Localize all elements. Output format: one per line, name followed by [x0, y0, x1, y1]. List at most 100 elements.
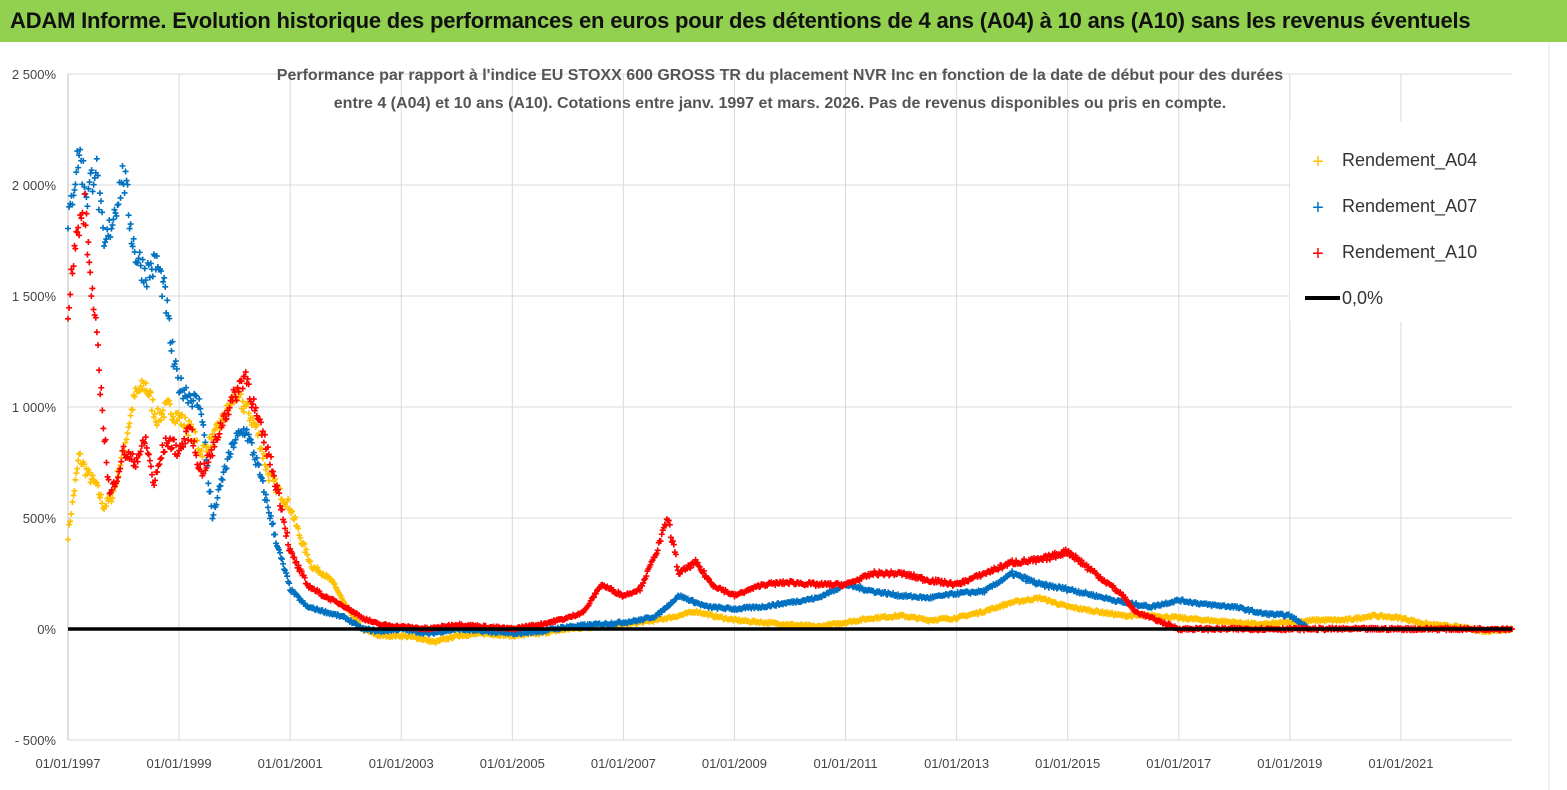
data-point: [181, 422, 188, 429]
y-tick-label: 0%: [37, 622, 56, 637]
data-point: [138, 442, 145, 449]
x-tick-label: 01/01/2005: [480, 756, 545, 771]
data-point: [113, 478, 120, 485]
data-point: [101, 243, 108, 250]
data-point: [251, 407, 258, 414]
data-point: [146, 457, 153, 464]
data-point: [239, 398, 246, 405]
data-point: [190, 442, 197, 449]
data-point: [143, 444, 150, 451]
data-point: [279, 506, 286, 513]
data-point: [670, 541, 677, 548]
data-point: [111, 483, 118, 490]
data-point: [212, 425, 219, 432]
data-point: [301, 574, 308, 581]
data-point: [127, 412, 134, 419]
data-point: [256, 416, 263, 423]
data-point: [686, 564, 693, 571]
data-point: [98, 384, 105, 391]
data-point: [637, 587, 644, 594]
data-point: [186, 418, 193, 425]
data-point: [123, 177, 130, 184]
data-point: [253, 422, 260, 429]
data-point: [201, 431, 208, 438]
x-tick-label: 01/01/2007: [591, 756, 656, 771]
data-point: [129, 243, 136, 250]
data-point: [216, 430, 223, 437]
data-point: [120, 443, 127, 450]
data-point: [192, 428, 199, 435]
data-point: [73, 169, 80, 176]
data-point: [226, 404, 233, 411]
data-point: [283, 503, 290, 510]
data-point: [153, 253, 160, 260]
data-point: [126, 420, 133, 427]
data-point: [157, 456, 164, 463]
data-point: [247, 436, 254, 443]
data-point: [66, 203, 73, 210]
data-point: [230, 444, 237, 451]
data-point: [223, 402, 230, 409]
data-point: [301, 541, 308, 548]
data-point: [66, 521, 73, 528]
data-point: [191, 438, 198, 445]
data-point: [303, 546, 310, 553]
data-point: [289, 550, 296, 557]
data-point: [266, 461, 273, 468]
data-point: [278, 555, 285, 562]
data-point: [157, 417, 164, 424]
data-point: [171, 361, 178, 368]
data-point: [285, 541, 292, 548]
data-point: [65, 225, 71, 232]
data-point: [89, 188, 96, 195]
data-point: [281, 566, 288, 573]
data-point: [209, 515, 216, 522]
data-point: [192, 392, 199, 399]
data-point: [88, 167, 95, 174]
data-point: [160, 414, 167, 421]
data-point: [77, 450, 84, 457]
data-point: [189, 403, 196, 410]
data-point: [215, 434, 222, 441]
x-tick-label: 01/01/2011: [813, 756, 877, 771]
data-point: [71, 242, 78, 249]
data-point: [667, 534, 674, 541]
data-point: [244, 375, 251, 382]
data-point: [185, 437, 192, 444]
data-point: [175, 450, 182, 457]
data-point: [696, 563, 703, 570]
data-point: [108, 225, 115, 232]
data-point: [79, 209, 86, 216]
data-point: [136, 387, 143, 394]
data-point: [87, 269, 94, 276]
data-point: [118, 458, 125, 465]
data-point: [211, 443, 218, 450]
data-point: [182, 440, 189, 447]
data-point: [590, 594, 597, 601]
data-point: [143, 283, 150, 290]
data-point: [231, 440, 238, 447]
data-point: [187, 392, 194, 399]
data-point: [244, 400, 251, 407]
data-point: [93, 479, 100, 486]
data-point: [87, 479, 94, 486]
data-point: [132, 464, 139, 471]
data-point: [152, 477, 159, 484]
data-point: [295, 525, 302, 532]
data-point: [158, 455, 165, 462]
data-point: [162, 283, 169, 290]
data-point: [72, 245, 79, 252]
data-point: [77, 146, 84, 153]
y-tick-label: - 500%: [15, 733, 57, 748]
data-point: [113, 212, 120, 219]
data-point: [190, 397, 197, 404]
data-point: [158, 268, 165, 275]
data-point: [209, 452, 216, 459]
data-point: [220, 469, 227, 476]
data-point: [253, 454, 260, 461]
data-point: [297, 534, 304, 541]
data-point: [250, 449, 257, 456]
data-point: [84, 251, 91, 258]
data-point: [260, 439, 267, 446]
x-tick-label: 01/01/2015: [1035, 756, 1100, 771]
